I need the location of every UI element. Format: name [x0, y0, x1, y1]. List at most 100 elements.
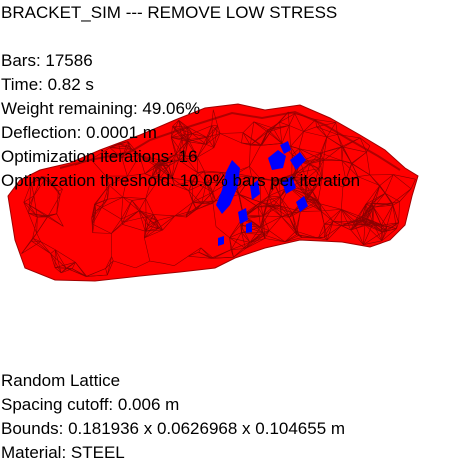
truss-bar — [250, 121, 255, 146]
truss-bar — [92, 211, 96, 225]
truss-bar — [158, 179, 175, 186]
lattice-bounds: Bounds: 0.181936 x 0.0626968 x 0.104655 … — [1, 419, 346, 438]
truss-bar — [326, 221, 334, 241]
truss-bar — [320, 210, 334, 222]
truss-bar — [56, 191, 59, 214]
truss-bar — [369, 174, 386, 194]
deflection: Deflection: 0.0001 m — [1, 123, 157, 142]
truss-bar — [279, 122, 283, 144]
truss-bar — [304, 195, 311, 202]
truss-bar — [154, 165, 169, 167]
truss-bar — [59, 189, 63, 196]
truss-bar — [171, 178, 189, 191]
truss-bar — [341, 224, 356, 226]
truss-bar — [241, 232, 251, 243]
high-stress-regions — [216, 141, 308, 246]
truss-bar — [172, 126, 188, 128]
truss-bar — [101, 207, 122, 220]
truss-bar — [213, 133, 221, 148]
truss-bar — [192, 170, 205, 182]
truss-bar — [21, 241, 41, 254]
truss-bar — [351, 151, 367, 165]
truss-bar — [28, 213, 37, 234]
truss-bar — [192, 133, 207, 138]
truss-bar — [372, 222, 383, 233]
truss-bar — [345, 163, 353, 180]
truss-bar — [324, 221, 334, 225]
truss-bar — [54, 262, 76, 268]
truss-bar — [145, 228, 159, 232]
truss-bar — [101, 199, 108, 208]
truss-bar — [206, 182, 214, 204]
truss-bar — [371, 192, 386, 204]
truss-bar — [303, 131, 327, 138]
truss-bar — [319, 158, 323, 179]
truss-bar — [306, 178, 323, 196]
truss-bar — [122, 196, 146, 199]
truss-bar — [361, 219, 383, 233]
truss-bar — [364, 224, 383, 233]
truss-bar — [284, 235, 300, 243]
truss-bar — [357, 176, 380, 186]
truss-bar — [91, 204, 95, 218]
truss-bar — [392, 205, 399, 223]
truss-bar — [32, 217, 38, 239]
truss-bar — [158, 228, 163, 231]
truss-bar — [107, 196, 123, 200]
truss-bar — [151, 159, 162, 177]
optimization-threshold: Optimization threshold: 10.0% bars per i… — [1, 171, 361, 190]
truss-bar — [50, 253, 56, 268]
truss-bar — [173, 255, 189, 266]
truss-bar — [242, 132, 251, 146]
truss-bar — [309, 160, 324, 164]
truss-bar — [206, 133, 221, 138]
truss-bar — [279, 113, 295, 123]
truss-bar — [187, 141, 198, 158]
truss-bar — [316, 126, 338, 135]
truss-bar — [122, 196, 140, 212]
truss-bar — [261, 131, 268, 146]
truss-bar — [267, 204, 281, 207]
truss-bar — [260, 227, 263, 233]
truss-bar — [381, 224, 397, 229]
truss-bar — [269, 230, 286, 243]
truss-bar — [174, 180, 193, 186]
truss-bar — [294, 178, 313, 192]
truss-bar — [399, 188, 412, 202]
truss-bar — [251, 176, 261, 180]
stress-patch — [268, 150, 286, 170]
truss-bar — [361, 203, 372, 221]
truss-bar — [205, 125, 212, 145]
truss-bar — [46, 177, 59, 192]
truss-bar — [138, 198, 146, 211]
truss-bar — [94, 198, 108, 205]
truss-bar — [365, 204, 368, 219]
truss-bar — [381, 205, 394, 226]
truss-bar — [139, 155, 161, 161]
truss-bar — [260, 202, 264, 217]
truss-bar — [260, 201, 268, 206]
truss-bar — [192, 180, 207, 183]
truss-bar — [31, 177, 47, 184]
truss-bar — [268, 195, 281, 198]
truss-bar — [158, 165, 173, 179]
truss-bar — [178, 120, 188, 128]
truss-bar — [151, 165, 155, 177]
truss-bar — [160, 154, 176, 161]
truss-bar — [145, 216, 159, 229]
truss-bar — [144, 173, 153, 177]
truss-bar — [158, 215, 176, 229]
truss-bar — [381, 225, 383, 233]
truss-bar — [290, 146, 293, 155]
truss-bar — [122, 210, 140, 223]
truss-bar — [384, 174, 394, 194]
truss-bar — [260, 196, 281, 203]
truss-bar — [318, 158, 321, 169]
truss-bar — [341, 225, 351, 231]
truss-bar — [55, 249, 76, 263]
truss-bar — [365, 185, 381, 205]
truss-bar — [233, 242, 251, 258]
truss-bar — [118, 143, 123, 159]
